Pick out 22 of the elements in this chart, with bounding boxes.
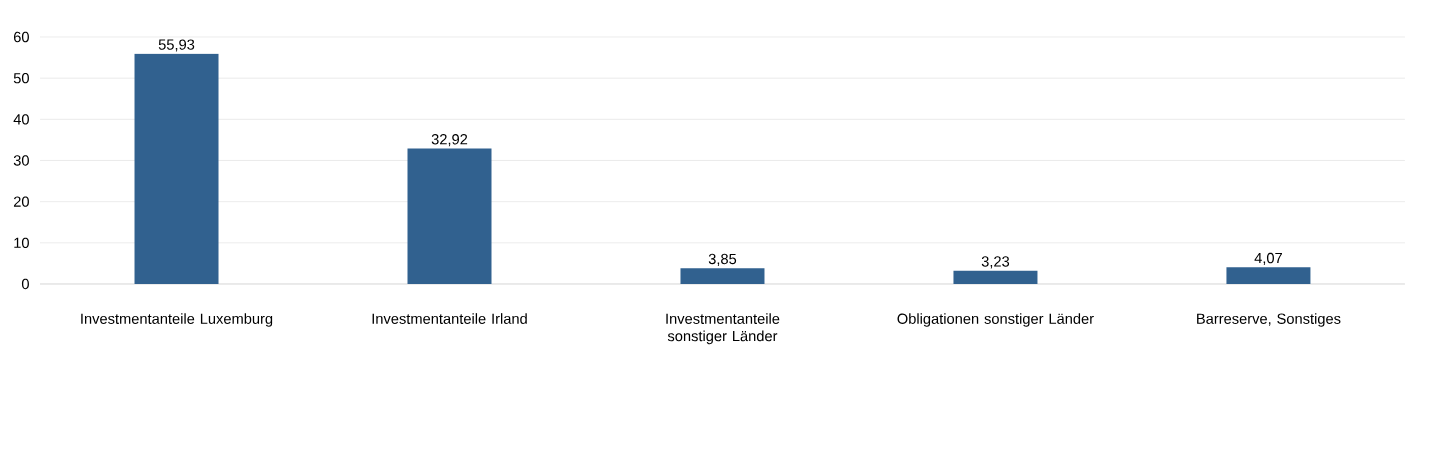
data-label: 55,93: [158, 39, 195, 52]
bar: [134, 53, 219, 284]
data-label: 3,23: [981, 256, 1010, 269]
y-tick-label: 30: [13, 155, 29, 166]
y-tick-label: 60: [13, 31, 29, 43]
x-tick-label: Barreserve, Sonstiges: [1197, 313, 1341, 327]
x-tick-label: Obligationen sonstiger Länder: [897, 313, 1094, 327]
y-tick-label: 20: [13, 196, 29, 207]
y-tick-label: 40: [13, 114, 29, 125]
y-tick-label: 0: [21, 278, 29, 290]
data-label: 3,85: [708, 253, 737, 266]
y-tick-label: 50: [13, 72, 29, 84]
data-label: 32,92: [431, 134, 468, 147]
bar: [953, 270, 1038, 284]
x-tick-label: Investmentanteile sonstiger Länder: [666, 313, 780, 345]
data-label: 4,07: [1254, 252, 1282, 265]
bar: [680, 268, 765, 284]
y-tick-label: 10: [14, 237, 29, 249]
bar: [1226, 267, 1311, 284]
x-tick-label: Investmentanteile Luxemburg: [81, 313, 273, 327]
x-tick-label: Investmentanteile Irland: [372, 313, 527, 324]
bar: [407, 148, 492, 284]
